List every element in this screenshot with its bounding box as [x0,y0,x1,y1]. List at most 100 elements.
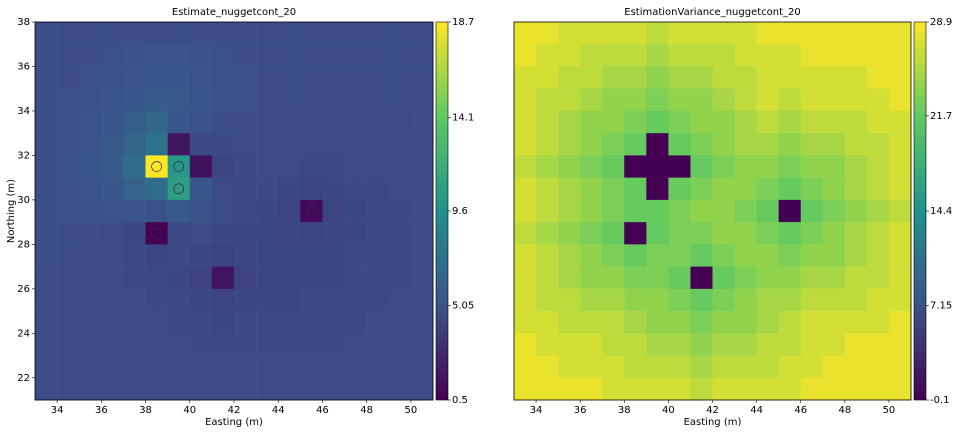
heatmap-cell [211,244,235,267]
heatmap-cell [624,133,647,156]
heatmap-cell [888,88,912,112]
heatmap-cell [145,155,168,178]
heatmap-cell [278,155,301,178]
heatmap-cell [101,66,124,90]
heatmap-cell [558,133,581,156]
heatmap-cell [57,288,80,312]
heatmap-cell [79,244,102,267]
heatmap-cell [211,155,235,178]
heatmap-cell [514,333,537,356]
heatmap-cell [514,355,537,379]
heatmap-cell [536,22,559,45]
heatmap-cell [366,110,390,134]
heatmap-cell [35,244,58,267]
heatmap-cell [410,155,434,178]
heatmap-cell [35,333,58,356]
colorbar-tick-label: 28.9 [930,17,952,28]
heatmap-cell [712,377,735,401]
heatmap-cell [734,333,757,356]
heatmap-cell [211,22,235,45]
heatmap-cell [344,88,367,112]
heatmap-cell [822,44,846,67]
heatmap-cell [123,377,146,401]
heatmap-cell [79,110,102,134]
heatmap-cell [344,44,367,67]
heatmap-cell [79,155,102,178]
heatmap-cell [756,66,779,90]
heatmap-cell [690,155,713,178]
heatmap-cell [388,266,412,290]
colorbar-tick-label: 9.6 [452,206,468,217]
heatmap-cell [888,244,912,267]
heatmap-cell [35,88,58,112]
heatmap-cell [624,288,647,312]
heatmap-cell [410,333,434,356]
heatmap-cell [278,288,301,312]
heatmap-cell [778,88,802,112]
heatmap-cell [256,199,279,223]
heatmap-cell [211,133,235,156]
heatmap-cell [844,133,868,156]
heatmap-cell [734,155,757,178]
heatmap-cell [778,288,802,312]
heatmap-cell [822,333,846,356]
heatmap-cell [712,288,735,312]
heatmap-cell [734,133,757,156]
heatmap-cell [344,177,367,201]
heatmap-cell [167,222,191,245]
sample-point [217,272,229,284]
heatmap-cell [234,222,257,245]
heatmap-cell [256,333,279,356]
heatmap-cell [278,44,301,67]
heatmap-cell [211,288,235,312]
heatmap-cell [800,155,824,178]
heatmap-cell [514,155,537,178]
heatmap-cell [35,22,58,45]
heatmap-cell [602,288,625,312]
heatmap-cell [300,88,323,112]
heatmap-cell [57,155,80,178]
heatmap-cell [123,333,146,356]
heatmap-cell [558,222,581,245]
heatmap-cell [344,266,367,290]
sample-point [306,205,317,217]
heatmap-cell [734,88,757,112]
heatmap-cell [580,333,603,356]
heatmap-cell [778,199,802,223]
y-tick-label: 26 [17,284,30,295]
heatmap-cell [79,355,102,379]
heatmap-cell [388,44,412,67]
heatmap-cell [712,155,735,178]
heatmap-cell [558,333,581,356]
heatmap-cell [756,288,779,312]
heatmap-cell [410,244,434,267]
heatmap-cell [668,133,691,156]
heatmap-cell [536,244,559,267]
heatmap-cell [800,244,824,267]
heatmap-cell [624,355,647,379]
heatmap-cell [123,110,146,134]
heatmap-cell [712,222,735,245]
heatmap-cell [712,266,735,290]
heatmap-cell [145,88,168,112]
heatmap-cell [646,88,669,112]
heatmap-cell [866,177,890,201]
heatmap-cell [580,244,603,267]
heatmap-cell [101,288,124,312]
heatmap-cell [211,222,235,245]
heatmap-cell [844,311,868,334]
heatmap-cell [602,155,625,178]
heatmap-cell [167,377,191,401]
heatmap-cell [624,177,647,201]
heatmap-cell [57,66,80,90]
heatmap-cell [79,222,102,245]
heatmap-cell [234,311,257,334]
heatmap-cell [756,133,779,156]
heatmap-cell [866,155,890,178]
heatmap-cell [514,22,537,45]
heatmap-cell [234,333,257,356]
heatmap-cell [189,177,213,201]
x-tick-label: 50 [405,405,418,416]
heatmap-cell [234,22,257,45]
heatmap-cell [35,177,58,201]
